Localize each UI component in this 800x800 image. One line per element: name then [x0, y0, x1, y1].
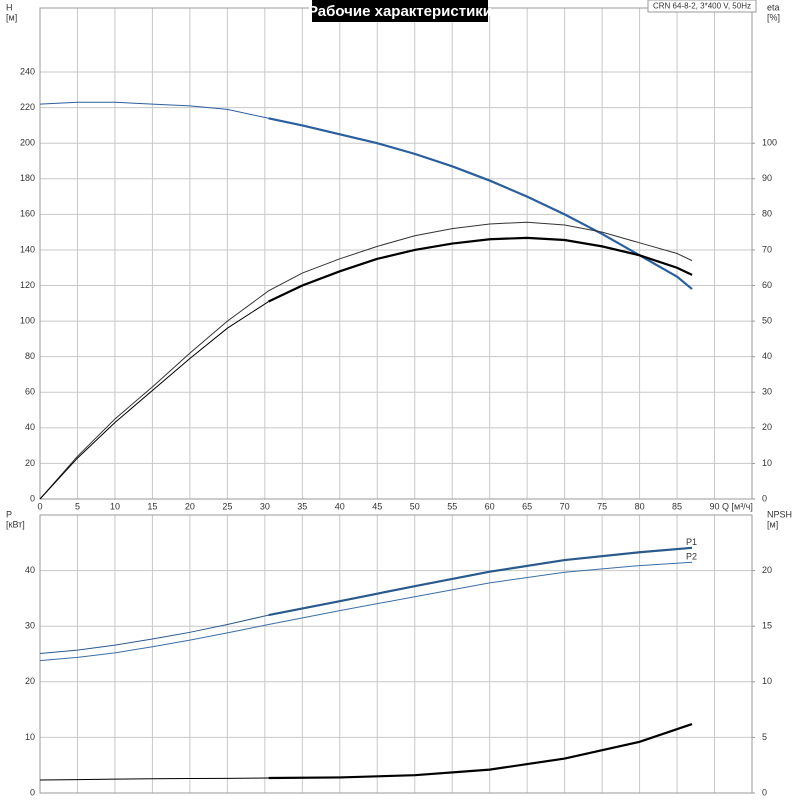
x-tick-label: 65 — [522, 501, 532, 511]
curve-bold — [268, 117, 693, 290]
y2-tick-label: 40 — [762, 351, 772, 361]
x-tick-label: 45 — [372, 501, 382, 511]
y-tick-label: 180 — [20, 173, 35, 183]
x-tick-label: 80 — [635, 501, 645, 511]
y-tick-label: 60 — [25, 387, 35, 397]
x-tick-label: 50 — [410, 501, 420, 511]
y2-tick-label: 10 — [762, 458, 772, 468]
y-tick-label: 160 — [20, 209, 35, 219]
curve-thin — [39, 614, 269, 654]
y-tick-label: 40 — [25, 565, 35, 575]
y2-tick-label: 10 — [762, 676, 772, 686]
y2-axis-label: NPSH — [767, 509, 792, 519]
curve — [39, 221, 693, 500]
y2-axis-label: eta — [767, 2, 780, 12]
title-box — [312, 0, 488, 22]
chart-title: Рабочие характеристики — [308, 3, 492, 20]
plot-frame — [39, 514, 753, 794]
x-tick-label: 85 — [672, 501, 682, 511]
subtitle-box — [647, 0, 757, 13]
y-tick-label: 100 — [20, 315, 35, 325]
x-tick-label: 75 — [597, 501, 607, 511]
y-axis-unit: [кВт] — [6, 519, 25, 529]
x-tick-label: 60 — [485, 501, 495, 511]
curve-bold — [268, 236, 693, 303]
y-axis-label: P — [6, 509, 12, 519]
y2-tick-label: 70 — [762, 244, 772, 254]
x-tick-label: 20 — [185, 501, 195, 511]
y-tick-label: 120 — [20, 280, 35, 290]
x-tick-label: 90 — [710, 501, 720, 511]
y2-tick-label: 0 — [762, 493, 767, 503]
x-tick-label: 5 — [75, 501, 80, 511]
y-tick-label: 0 — [30, 787, 35, 797]
y-tick-label: 20 — [25, 458, 35, 468]
y2-axis-unit: [%] — [767, 12, 780, 22]
y-axis-unit: [м] — [6, 12, 17, 22]
curve — [39, 561, 693, 662]
y2-tick-label: 15 — [762, 621, 772, 631]
y2-tick-label: 50 — [762, 315, 772, 325]
y2-tick-label: 30 — [762, 387, 772, 397]
x-tick-label: 40 — [335, 501, 345, 511]
y2-tick-label: 0 — [762, 787, 767, 797]
chart-subtitle: CRN 64-8-2, 3*400 V, 50Hz — [653, 2, 751, 11]
x-tick-label: 30 — [260, 501, 270, 511]
series-label: P1 — [686, 537, 697, 547]
x-tick-label: 10 — [110, 501, 120, 511]
x-axis-label: Q [м³/ч] — [722, 501, 753, 511]
y2-axis-unit: [м] — [767, 519, 778, 529]
curve-thin — [39, 101, 269, 119]
y2-tick-label: 20 — [762, 565, 772, 575]
curve-thin — [39, 777, 269, 781]
curve-bold — [268, 546, 693, 617]
y-tick-label: 220 — [20, 102, 35, 112]
y2-tick-label: 100 — [762, 138, 777, 148]
y-tick-label: 0 — [30, 493, 35, 503]
y-tick-label: 80 — [25, 351, 35, 361]
y-tick-label: 140 — [20, 244, 35, 254]
y2-tick-label: 20 — [762, 422, 772, 432]
y-tick-label: 30 — [25, 621, 35, 631]
y2-tick-label: 60 — [762, 280, 772, 290]
x-tick-label: 55 — [447, 501, 457, 511]
y-axis-label: H — [6, 2, 13, 12]
y-tick-label: 200 — [20, 138, 35, 148]
x-tick-label: 35 — [297, 501, 307, 511]
y-tick-label: 40 — [25, 422, 35, 432]
curve-thin — [39, 301, 269, 500]
x-tick-label: 25 — [222, 501, 232, 511]
x-tick-label: 15 — [147, 501, 157, 511]
x-tick-label: 0 — [37, 501, 42, 511]
y-tick-label: 10 — [25, 732, 35, 742]
x-tick-label: 70 — [560, 501, 570, 511]
y2-tick-label: 90 — [762, 173, 772, 183]
series-label: P2 — [686, 552, 697, 562]
y2-tick-label: 80 — [762, 209, 772, 219]
y-tick-label: 240 — [20, 66, 35, 76]
y2-tick-label: 5 — [762, 732, 767, 742]
y-tick-label: 20 — [25, 676, 35, 686]
curve-bold — [268, 723, 693, 780]
